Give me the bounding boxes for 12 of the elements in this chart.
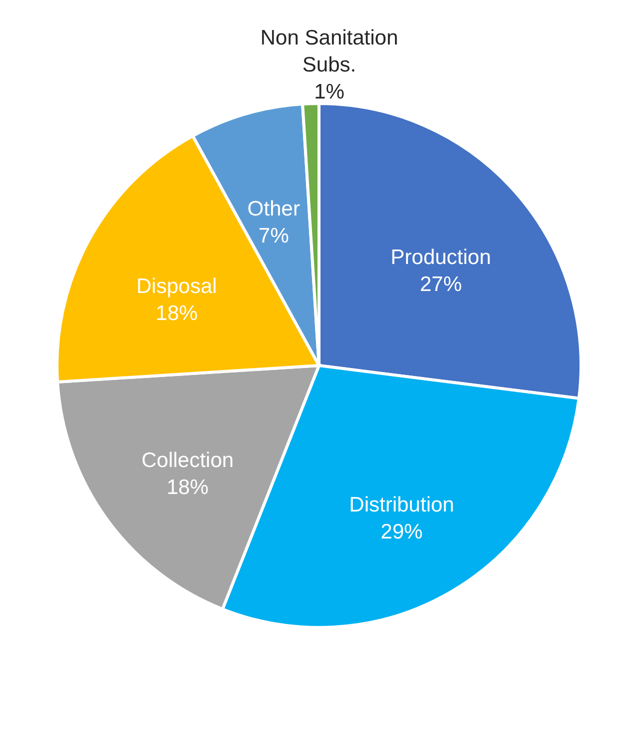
slice-label: Production (390, 246, 492, 270)
data-label: 1% (314, 80, 344, 104)
data-label: 18% (166, 476, 209, 499)
slice-label: Non Sanitation Subs. (260, 26, 398, 77)
slice-label: Collection (141, 448, 234, 472)
data-label: 7% (258, 224, 289, 248)
data-label: 18% (156, 302, 198, 326)
slice-label: Other (247, 198, 300, 221)
data-label: 29% (380, 520, 423, 544)
slice-label: Disposal (136, 275, 217, 298)
data-label: 27% (420, 273, 462, 296)
slice-label: Distribution (349, 493, 454, 516)
